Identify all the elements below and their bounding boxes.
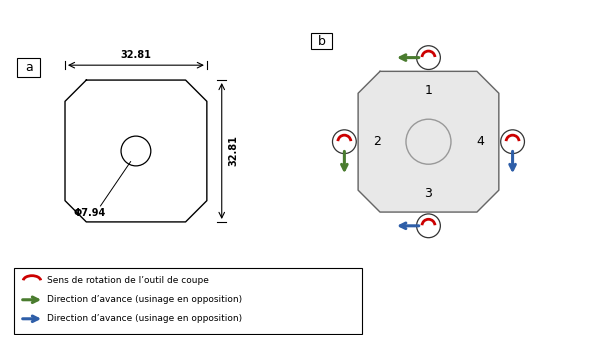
- Text: 1: 1: [424, 83, 433, 97]
- Text: 4: 4: [476, 135, 484, 148]
- Text: Direction d’avance (usinage en opposition): Direction d’avance (usinage en oppositio…: [47, 314, 242, 323]
- Text: Direction d’avance (usinage en opposition): Direction d’avance (usinage en oppositio…: [47, 295, 242, 304]
- Text: 32.81: 32.81: [228, 136, 238, 166]
- Bar: [17, 58, 40, 76]
- Text: Φ7.94: Φ7.94: [74, 208, 106, 218]
- Text: b: b: [317, 35, 326, 48]
- Polygon shape: [358, 71, 499, 212]
- Text: Sens de rotation de l’outil de coupe: Sens de rotation de l’outil de coupe: [47, 276, 209, 285]
- Text: 3: 3: [424, 187, 433, 200]
- Text: a: a: [25, 61, 33, 74]
- Bar: [311, 33, 332, 49]
- Text: 2: 2: [373, 135, 381, 148]
- Text: 32.81: 32.81: [121, 50, 151, 60]
